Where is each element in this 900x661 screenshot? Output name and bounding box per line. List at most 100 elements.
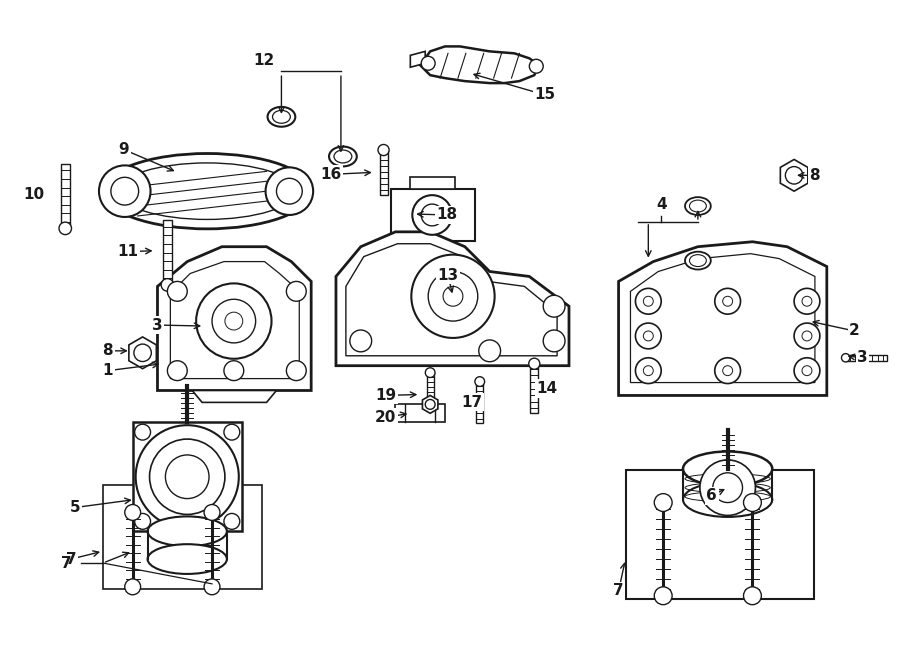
Bar (410, 177, 455, 189)
Text: 13: 13 (437, 268, 459, 283)
Bar (626, 470, 814, 599)
Circle shape (743, 494, 761, 512)
Text: 8: 8 (810, 168, 820, 183)
Ellipse shape (273, 110, 291, 123)
Bar (391, 189, 475, 241)
Ellipse shape (103, 153, 311, 229)
Circle shape (197, 325, 206, 333)
Circle shape (224, 424, 239, 440)
Circle shape (786, 167, 803, 184)
Circle shape (161, 279, 174, 291)
Polygon shape (336, 232, 569, 366)
Circle shape (802, 366, 812, 375)
Text: 20: 20 (375, 410, 396, 425)
Ellipse shape (689, 254, 706, 266)
Circle shape (544, 295, 565, 317)
Circle shape (475, 377, 484, 387)
Circle shape (136, 425, 239, 528)
Polygon shape (530, 364, 538, 413)
Circle shape (654, 587, 672, 605)
Circle shape (426, 368, 435, 377)
Circle shape (204, 504, 220, 520)
Bar (103, 485, 262, 589)
Circle shape (644, 296, 653, 306)
Circle shape (196, 284, 272, 359)
Circle shape (149, 439, 225, 514)
Circle shape (225, 312, 243, 330)
Circle shape (135, 424, 150, 440)
Polygon shape (202, 326, 247, 332)
Circle shape (428, 272, 478, 321)
Circle shape (204, 579, 220, 595)
Circle shape (59, 222, 71, 235)
Circle shape (443, 286, 463, 306)
Polygon shape (618, 242, 827, 395)
Circle shape (715, 358, 741, 383)
Text: 18: 18 (436, 208, 457, 223)
Text: 2: 2 (850, 323, 859, 338)
Ellipse shape (685, 252, 711, 270)
Text: 10: 10 (23, 186, 44, 202)
Polygon shape (380, 150, 388, 194)
Circle shape (723, 296, 733, 306)
Ellipse shape (689, 200, 706, 212)
Circle shape (111, 177, 139, 205)
Ellipse shape (267, 107, 295, 127)
Ellipse shape (683, 451, 772, 486)
Text: 16: 16 (320, 167, 342, 182)
Circle shape (713, 473, 742, 502)
Circle shape (743, 587, 761, 605)
Text: 5: 5 (70, 500, 80, 515)
Text: 4: 4 (656, 197, 667, 212)
Circle shape (224, 514, 239, 529)
Circle shape (411, 254, 495, 338)
Text: 12: 12 (253, 54, 274, 68)
Polygon shape (129, 337, 157, 369)
Text: 17: 17 (462, 395, 482, 410)
Text: 8: 8 (103, 343, 113, 358)
Bar (132, 422, 242, 531)
Circle shape (134, 344, 151, 362)
Circle shape (421, 56, 435, 70)
Text: 15: 15 (535, 87, 556, 102)
Circle shape (224, 361, 244, 381)
Circle shape (421, 204, 443, 226)
Text: 7: 7 (613, 583, 624, 598)
Text: 14: 14 (536, 381, 558, 396)
Circle shape (166, 455, 209, 498)
Circle shape (479, 340, 500, 362)
Polygon shape (476, 381, 483, 423)
Circle shape (426, 399, 435, 409)
Circle shape (794, 288, 820, 314)
Ellipse shape (685, 197, 711, 215)
Polygon shape (846, 355, 887, 361)
Text: 7: 7 (60, 555, 71, 570)
Circle shape (99, 165, 150, 217)
Circle shape (802, 331, 812, 341)
Circle shape (794, 358, 820, 383)
Text: 3: 3 (152, 317, 163, 332)
Circle shape (412, 195, 452, 235)
Ellipse shape (683, 483, 772, 517)
Polygon shape (158, 247, 311, 391)
Circle shape (644, 366, 653, 375)
Text: 9: 9 (119, 142, 129, 157)
Circle shape (378, 145, 389, 155)
Polygon shape (163, 220, 172, 285)
Bar (395, 405, 445, 422)
Circle shape (644, 331, 653, 341)
Polygon shape (427, 373, 434, 412)
Circle shape (286, 282, 306, 301)
Circle shape (529, 59, 544, 73)
Polygon shape (410, 52, 425, 67)
Circle shape (635, 288, 662, 314)
Circle shape (135, 514, 150, 529)
Polygon shape (780, 159, 808, 191)
Circle shape (276, 178, 302, 204)
Polygon shape (420, 46, 539, 83)
Text: 7: 7 (66, 551, 77, 566)
Circle shape (266, 167, 313, 215)
Circle shape (286, 361, 306, 381)
Circle shape (125, 504, 140, 520)
Circle shape (635, 358, 662, 383)
